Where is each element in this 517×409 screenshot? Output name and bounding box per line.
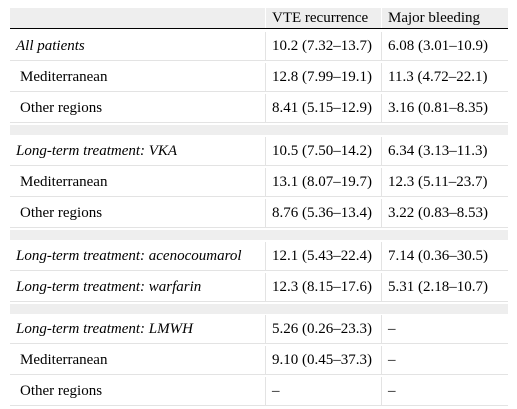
bleeding-value: – bbox=[388, 321, 396, 337]
row-label: Other regions bbox=[20, 383, 103, 399]
table-row: Long-term treatment: acenocoumarol 12.1 … bbox=[10, 242, 508, 271]
row-label: Long-term treatment: VKA bbox=[16, 143, 178, 159]
header-major-bleeding: Major bleeding bbox=[388, 9, 481, 26]
bleeding-value: – bbox=[388, 352, 396, 368]
vte-value: 12.8 (7.99–19.1) bbox=[272, 69, 372, 85]
table-row: Other regions 8.76 (5.36–13.4) 3.22 (0.8… bbox=[10, 199, 508, 228]
row-label: Long-term treatment: LMWH bbox=[16, 321, 193, 337]
row-label: Mediterranean bbox=[20, 174, 108, 190]
bleeding-value: 11.3 (4.72–22.1) bbox=[388, 69, 488, 85]
row-label: Other regions bbox=[20, 100, 103, 116]
vte-value: 8.41 (5.15–12.9) bbox=[272, 100, 372, 116]
row-label: Other regions bbox=[20, 205, 103, 221]
table-row: Long-term treatment: warfarin 12.3 (8.15… bbox=[10, 273, 508, 302]
vte-value: 10.2 (7.32–13.7) bbox=[272, 38, 372, 54]
vte-value: 5.26 (0.26–23.3) bbox=[272, 321, 372, 337]
bleeding-value: 12.3 (5.11–23.7) bbox=[388, 174, 488, 190]
table-row: Mediterranean 9.10 (0.45–37.3) – bbox=[10, 346, 508, 375]
group-separator bbox=[10, 304, 508, 314]
vte-value: 12.1 (5.43–22.4) bbox=[272, 248, 372, 264]
row-label: All patients bbox=[16, 38, 85, 54]
bleeding-value: 3.22 (0.83–8.53) bbox=[388, 205, 488, 221]
table-row: Other regions – – bbox=[10, 377, 508, 406]
bleeding-value: 6.34 (3.13–11.3) bbox=[388, 143, 488, 159]
bleeding-value: 3.16 (0.81–8.35) bbox=[388, 100, 488, 116]
table-row: Long-term treatment: VKA 10.5 (7.50–14.2… bbox=[10, 137, 508, 166]
vte-value: 10.5 (7.50–14.2) bbox=[272, 143, 372, 159]
vte-value: – bbox=[272, 383, 280, 399]
bleeding-value: 7.14 (0.36–30.5) bbox=[388, 248, 488, 264]
header-vte-recurrence: VTE recurrence bbox=[272, 9, 369, 26]
bleeding-value: – bbox=[388, 383, 396, 399]
vte-value: 12.3 (8.15–17.6) bbox=[272, 279, 372, 295]
table-row: Mediterranean 13.1 (8.07–19.7) 12.3 (5.1… bbox=[10, 168, 508, 197]
vte-value: 9.10 (0.45–37.3) bbox=[272, 352, 372, 368]
table-row: All patients 10.2 (7.32–13.7) 6.08 (3.01… bbox=[10, 32, 508, 61]
group-separator bbox=[10, 230, 508, 240]
vte-value: 8.76 (5.36–13.4) bbox=[272, 205, 372, 221]
row-label: Mediterranean bbox=[20, 69, 108, 85]
table-row: Long-term treatment: LMWH 5.26 (0.26–23.… bbox=[10, 315, 508, 344]
table-row: Mediterranean 12.8 (7.99–19.1) 11.3 (4.7… bbox=[10, 63, 508, 92]
vte-value: 13.1 (8.07–19.7) bbox=[272, 174, 372, 190]
row-label: Long-term treatment: acenocoumarol bbox=[16, 248, 242, 264]
row-label: Mediterranean bbox=[20, 352, 108, 368]
bleeding-value: 6.08 (3.01–10.9) bbox=[388, 38, 488, 54]
table-header: VTE recurrence Major bleeding bbox=[10, 8, 508, 29]
row-label: Long-term treatment: warfarin bbox=[16, 279, 202, 295]
bleeding-value: 5.31 (2.18–10.7) bbox=[388, 279, 488, 295]
table-row: Other regions 8.41 (5.15–12.9) 3.16 (0.8… bbox=[10, 94, 508, 123]
group-separator bbox=[10, 125, 508, 135]
